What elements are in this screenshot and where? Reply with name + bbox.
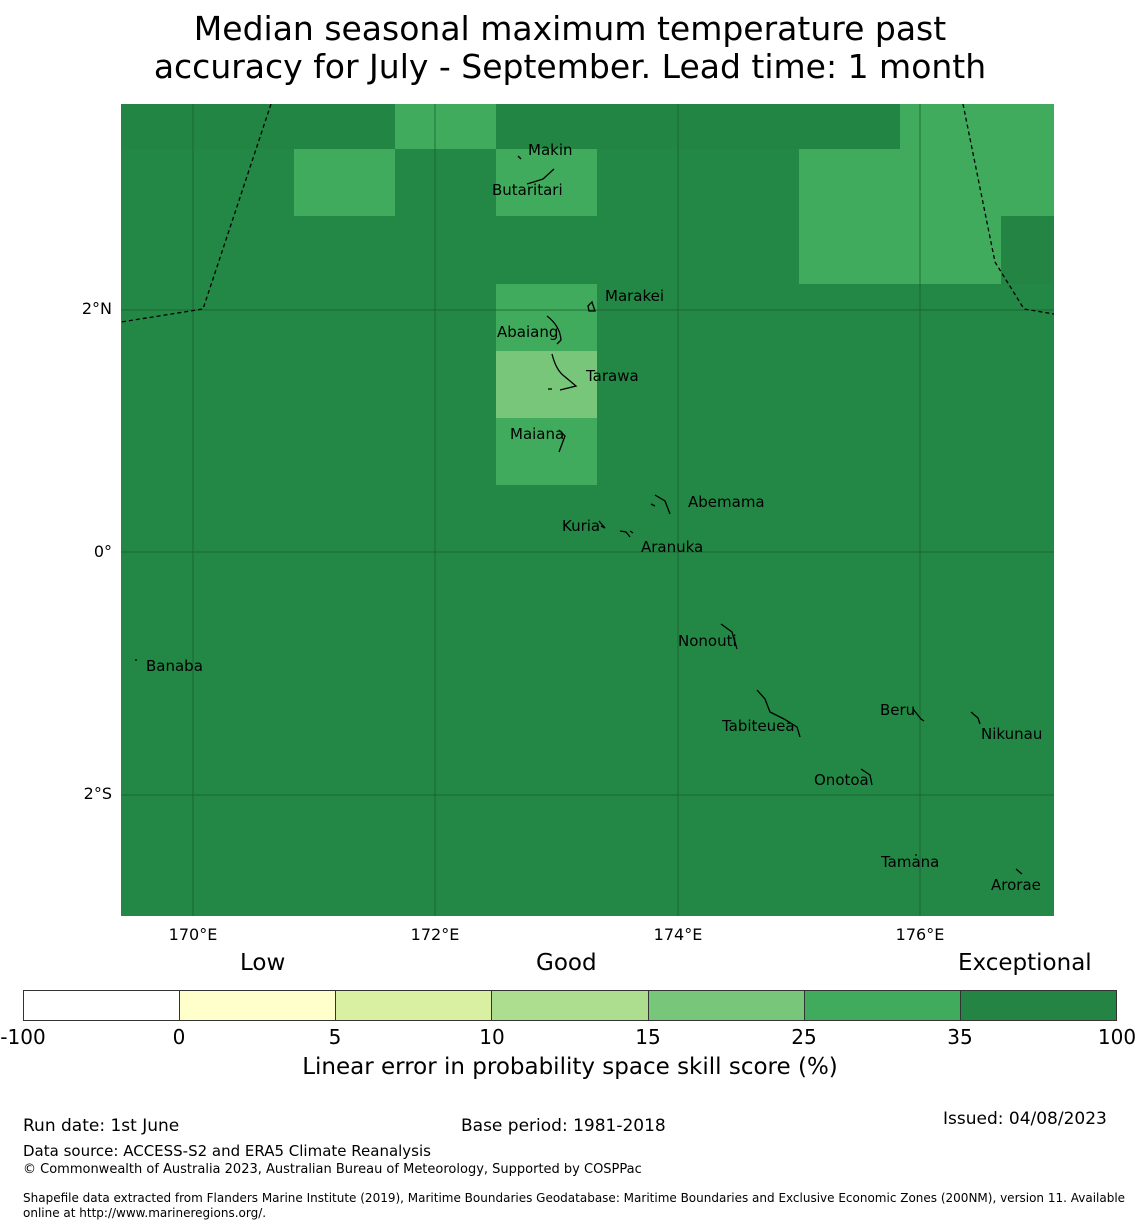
- copyright: © Commonwealth of Australia 2023, Austra…: [23, 1162, 642, 1177]
- label-tamana: Tamana: [880, 853, 939, 871]
- colorbar-tick: 15: [635, 1025, 661, 1049]
- skill-cell: [496, 104, 900, 149]
- skill-cell: [496, 284, 597, 351]
- colorbar-tick: 35: [947, 1025, 973, 1049]
- skill-cell: [294, 149, 395, 216]
- lon-label-176: 176°E: [895, 925, 945, 944]
- label-makin: Makin: [528, 141, 573, 159]
- label-abemama: Abemama: [688, 493, 765, 511]
- skill-cell: [496, 418, 597, 485]
- island-aranuka: [619, 530, 634, 538]
- island-maiana: [558, 429, 566, 453]
- lon-label-174: 174°E: [653, 925, 703, 944]
- eez-boundary-east: [962, 104, 1054, 315]
- island-makin: [517, 155, 522, 160]
- map-canvas: Makin Butaritari Marakei Abaiang Tarawa …: [121, 104, 1054, 916]
- lon-label-170: 170°E: [168, 925, 218, 944]
- label-beru: Beru: [880, 701, 915, 719]
- colorbar-segment: [336, 991, 493, 1020]
- colorbar-segment: [960, 991, 1116, 1020]
- colorbar-segment: [180, 991, 337, 1020]
- eez-boundary-west: [121, 104, 272, 323]
- legend-category-good: Good: [536, 950, 597, 976]
- colorbar-tick: 25: [791, 1025, 817, 1049]
- colorbar-segment: [24, 991, 181, 1020]
- colorbar-tick: 5: [328, 1025, 342, 1049]
- island-nikunau: [970, 711, 981, 725]
- skill-cell: [1001, 216, 1054, 284]
- label-tabiteuea: Tabiteuea: [721, 717, 795, 735]
- label-tarawa: Tarawa: [585, 367, 639, 385]
- legend-category-exceptional: Exceptional: [958, 950, 1092, 976]
- island-abaiang: [546, 315, 562, 345]
- lat-label-2s: 2°S: [83, 784, 112, 803]
- island-beru: [912, 708, 925, 722]
- lat-label-0: 0°: [93, 542, 112, 561]
- label-abaiang: Abaiang: [497, 323, 558, 341]
- label-maiana: Maiana: [510, 425, 564, 443]
- label-marakei: Marakei: [605, 287, 664, 305]
- label-kuria: Kuria: [562, 517, 600, 535]
- label-onotoa: Onotoa: [814, 771, 869, 789]
- colorbar-segment: [804, 991, 961, 1020]
- skill-cell: [395, 104, 496, 149]
- skill-cell: [496, 149, 597, 216]
- legend-category-low: Low: [240, 950, 286, 976]
- island-arorae: [1015, 868, 1023, 875]
- title-line-1: Median seasonal maximum temperature past: [193, 9, 947, 48]
- skill-cell: [900, 104, 1054, 149]
- lon-label-172: 172°E: [410, 925, 460, 944]
- skill-cell: [799, 216, 1001, 284]
- island-kuria: [598, 520, 606, 529]
- base-period: Base period: 1981-2018: [461, 1116, 666, 1136]
- label-banaba: Banaba: [146, 657, 203, 675]
- data-source: Data source: ACCESS-S2 and ERA5 Climate …: [23, 1142, 431, 1160]
- island-butaritari: [526, 168, 555, 185]
- colorbar-tick: 10: [479, 1025, 505, 1049]
- colorbar-tick: -100: [0, 1025, 46, 1049]
- run-date: Run date: 1st June: [23, 1116, 180, 1136]
- issued-date: Issued: 04/08/2023: [943, 1109, 1107, 1129]
- skill-map: Makin Butaritari Marakei Abaiang Tarawa …: [121, 104, 1054, 916]
- skill-cell: [799, 149, 1054, 216]
- colorbar-label: Linear error in probability space skill …: [302, 1054, 838, 1080]
- island-nonouti: [720, 623, 738, 650]
- label-nikunau: Nikunau: [981, 725, 1042, 743]
- colorbar-tick: 100: [1097, 1025, 1137, 1049]
- island-tarawa: [548, 353, 578, 391]
- map-title: Median seasonal maximum temperature past…: [0, 10, 1140, 86]
- label-aranuka: Aranuka: [641, 538, 703, 556]
- colorbar-segment: [492, 991, 649, 1020]
- island-marakei: [587, 300, 596, 312]
- colorbar-segment: [648, 991, 805, 1020]
- label-arorae: Arorae: [991, 876, 1041, 894]
- label-nonouti: Nonouti: [678, 632, 737, 650]
- skill-cell: [121, 104, 395, 149]
- colorbar-tick: 0: [172, 1025, 186, 1049]
- island-abemama: [650, 494, 671, 515]
- shapefile-credit: Shapefile data extracted from Flanders M…: [23, 1191, 1126, 1220]
- lat-label-2n: 2°N: [81, 299, 112, 318]
- skill-cell: [496, 351, 597, 418]
- colorbar: [23, 990, 1117, 1021]
- label-butaritari: Butaritari: [492, 181, 563, 199]
- island-onotoa: [860, 768, 873, 786]
- title-line-2: accuracy for July - September. Lead time…: [153, 47, 987, 86]
- island-tabiteuea: [756, 689, 801, 738]
